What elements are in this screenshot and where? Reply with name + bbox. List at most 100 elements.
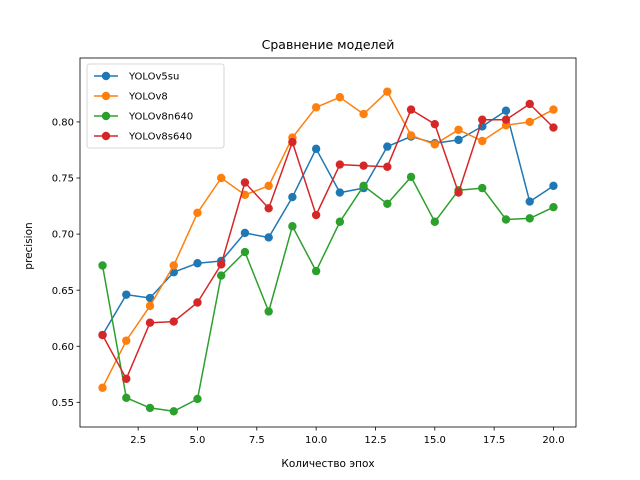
data-point: [335, 160, 345, 169]
data-point: [240, 228, 250, 238]
data-point: [311, 144, 321, 154]
data-point: [240, 178, 250, 187]
data-point: [145, 301, 155, 311]
y-tick-label: 0.60: [52, 342, 74, 353]
data-point: [122, 374, 131, 383]
legend-label: YOLOv8: [128, 92, 168, 103]
data-point: [145, 293, 155, 303]
y-tick-label: 0.65: [52, 286, 74, 297]
data-point: [288, 137, 297, 147]
data-point: [406, 131, 416, 140]
data-point: [525, 99, 534, 109]
data-point: [478, 183, 487, 193]
data-point: [525, 117, 534, 127]
data-point: [478, 136, 487, 146]
x-axis-ticks: 2.5 5.0 7.5 10.0 12.5 15.0 17.5 20.0: [130, 427, 565, 446]
y-tick-label: 0.75: [52, 174, 74, 185]
data-point: [335, 93, 345, 102]
plot-area: [79, 57, 577, 428]
plot-frame: [79, 57, 577, 428]
data-point: [359, 109, 368, 119]
data-point: [525, 197, 534, 206]
x-tick-label: 20.0: [542, 435, 564, 446]
data-point: [217, 260, 226, 269]
data-point: [525, 214, 534, 223]
data-point: [549, 202, 558, 212]
data-point: [383, 162, 392, 171]
legend-label: YOLOv5su: [128, 72, 179, 83]
data-point: [406, 105, 416, 114]
data-point: [335, 217, 345, 226]
data-point: [193, 298, 202, 307]
y-tick-label: 0.80: [52, 118, 74, 129]
chart-title: Сравнение моделей: [262, 37, 395, 52]
y-tick-label: 0.70: [52, 230, 74, 241]
y-axis-label: precision: [23, 222, 35, 269]
y-axis-ticks: 0.55 0.60 0.65 0.70 0.75 0.80: [52, 118, 80, 409]
data-point: [288, 222, 297, 231]
x-axis-label: Количество эпох: [281, 458, 374, 470]
data-point: [454, 188, 463, 197]
data-point: [240, 190, 250, 200]
x-tick-label: 7.5: [249, 435, 265, 446]
data-point: [311, 266, 321, 276]
legend-label: YOLOv8n640: [128, 112, 193, 123]
series-line: [101, 109, 554, 336]
x-tick-label: 5.0: [190, 435, 206, 446]
data-point: [288, 192, 297, 202]
series-line: [101, 90, 554, 389]
data-point: [478, 115, 487, 124]
series-layer: [98, 87, 558, 416]
data-point: [311, 103, 321, 112]
data-point: [264, 233, 273, 242]
data-point: [454, 125, 463, 134]
data-point: [240, 247, 250, 257]
data-point: [406, 172, 416, 182]
data-point: [98, 383, 107, 392]
legend-item: YOLOv5su: [94, 72, 179, 83]
legend-swatch-marker: [101, 91, 111, 101]
data-point: [383, 142, 392, 151]
data-point: [98, 330, 107, 340]
data-point: [193, 394, 202, 404]
data-point: [311, 210, 321, 220]
data-point: [383, 199, 392, 209]
data-point: [501, 215, 511, 224]
data-point: [430, 140, 439, 149]
data-point: [501, 106, 511, 115]
data-point: [430, 119, 439, 129]
legend: YOLOv5su YOLOv8 YOLOv8n640 YOLOv8s640: [86, 63, 225, 149]
legend-label: YOLOv8s640: [128, 132, 192, 143]
x-tick-label: 2.5: [130, 435, 146, 446]
data-point: [264, 307, 273, 316]
data-point: [549, 181, 558, 191]
data-point: [264, 181, 273, 191]
data-point: [335, 188, 345, 197]
data-point: [359, 161, 368, 170]
data-point: [169, 317, 178, 326]
legend-box: [86, 63, 225, 149]
x-tick-label: 17.5: [483, 435, 505, 446]
data-point: [454, 135, 463, 145]
data-point: [122, 290, 131, 299]
data-point: [383, 87, 392, 96]
data-point: [359, 181, 368, 191]
legend-swatch-marker: [101, 71, 111, 81]
data-point: [145, 403, 155, 413]
legend-item: YOLOv8n640: [94, 112, 193, 123]
legend-swatch-marker: [101, 111, 111, 121]
data-point: [193, 208, 202, 217]
data-point: [501, 115, 511, 124]
series-line: [101, 103, 555, 380]
data-point: [169, 407, 178, 416]
data-point: [549, 123, 558, 132]
data-point: [145, 318, 155, 327]
x-tick-label: 12.5: [364, 435, 386, 446]
data-point: [122, 336, 131, 345]
data-point: [169, 261, 178, 270]
y-tick-label: 0.55: [52, 398, 74, 409]
data-point: [217, 271, 226, 280]
data-point: [264, 204, 273, 213]
data-point: [122, 393, 131, 403]
